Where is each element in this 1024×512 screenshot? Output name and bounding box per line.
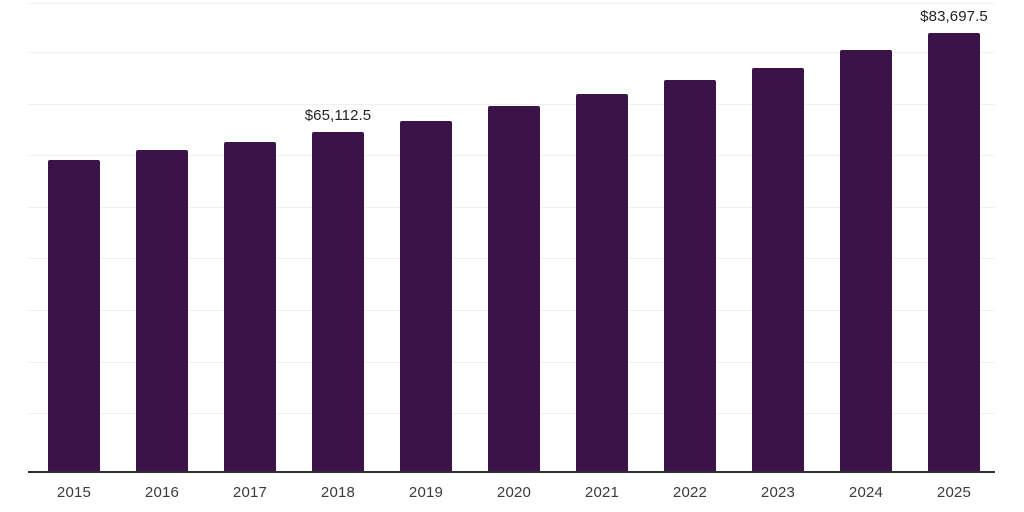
bar-2018[interactable] <box>312 132 364 472</box>
bar-value-label-2025: $83,697.5 <box>920 8 988 25</box>
bar-group-2017[interactable] <box>224 142 276 472</box>
x-tick-2015: 2015 <box>56 484 92 501</box>
bar-group-2021[interactable] <box>576 94 628 472</box>
bar-2025[interactable] <box>928 33 980 472</box>
bar-2022[interactable] <box>664 80 716 472</box>
bar-group-2016[interactable] <box>136 150 188 472</box>
x-tick-2019: 2019 <box>408 484 444 501</box>
bar-group-2018[interactable]: $65,112.5 <box>305 107 371 472</box>
bar-2015[interactable] <box>48 160 100 472</box>
x-tick-2022: 2022 <box>672 484 708 501</box>
x-tick-2024: 2024 <box>848 484 884 501</box>
bar-value-label-2018: $65,112.5 <box>304 107 372 124</box>
x-tick-2020: 2020 <box>496 484 532 501</box>
bar-group-2025[interactable]: $83,697.5 <box>920 8 988 472</box>
bar-group-2022[interactable] <box>664 80 716 472</box>
bar-2021[interactable] <box>576 94 628 472</box>
bar-2020[interactable] <box>488 106 540 472</box>
x-tick-2018: 2018 <box>320 484 356 501</box>
x-tick-2021: 2021 <box>584 484 620 501</box>
bar-2016[interactable] <box>136 150 188 472</box>
x-axis-tick-labels: 2015 2016 2017 2018 2019 2020 2021 2022 2023 2024… <box>28 478 995 512</box>
bar-group-2019[interactable] <box>400 121 452 472</box>
bar-2023[interactable] <box>752 68 804 472</box>
bar-2017[interactable] <box>224 142 276 472</box>
bar-group-2023[interactable] <box>752 68 804 472</box>
bar-group-2024[interactable] <box>840 50 892 472</box>
x-tick-2025: 2025 <box>936 484 972 501</box>
bar-group-2020[interactable] <box>488 106 540 472</box>
x-tick-2023: 2023 <box>760 484 796 501</box>
bar-group-2015[interactable] <box>48 160 100 472</box>
bar-2019[interactable] <box>400 121 452 472</box>
bar-2024[interactable] <box>840 50 892 472</box>
chart-plot-area: $65,112.5 $83,697.5 <box>28 0 995 472</box>
x-tick-2017: 2017 <box>232 484 268 501</box>
x-tick-2016: 2016 <box>144 484 180 501</box>
x-axis-line <box>28 471 995 473</box>
